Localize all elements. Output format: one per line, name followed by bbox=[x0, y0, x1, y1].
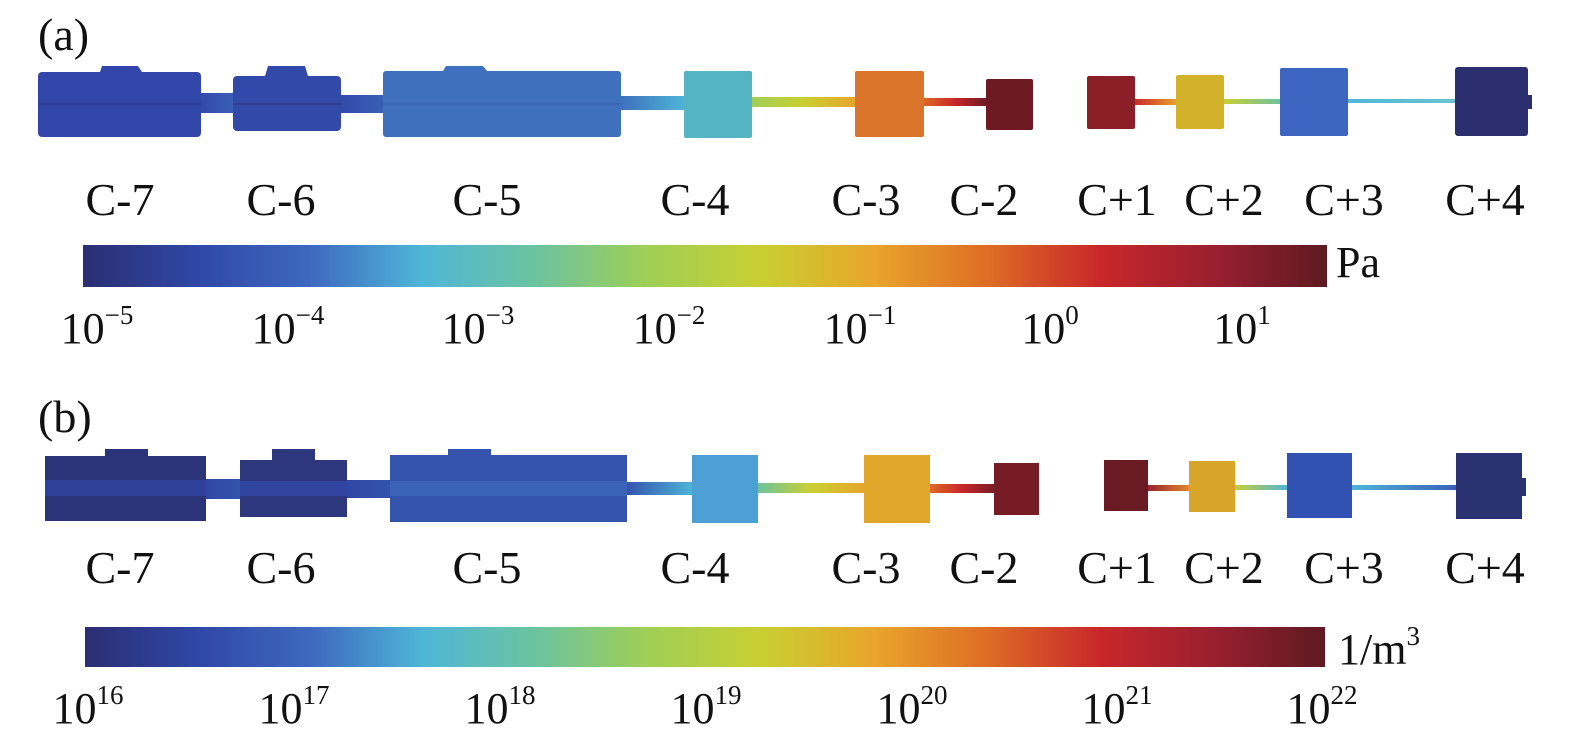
panel-b-chamber-labels: C-7 C-6 C-5 C-4 C-3 C-2 C+1 C+2 C+3 C+4 bbox=[86, 542, 1525, 593]
a-chamber-c-4 bbox=[684, 71, 752, 138]
a-chamber-c-6 bbox=[233, 66, 341, 131]
b-chamber-c-6 bbox=[240, 449, 347, 517]
a-tick-5: 10−1 bbox=[824, 300, 897, 353]
a-label-c+4: C+4 bbox=[1445, 174, 1525, 225]
b-chamber-c-5 bbox=[390, 449, 627, 522]
a-tube-c6-c5 bbox=[340, 95, 384, 113]
panel-b-label: (b) bbox=[38, 391, 92, 442]
panel-a-label: (a) bbox=[38, 9, 89, 60]
a-tube-c3-c2 bbox=[922, 98, 987, 106]
b-label-c-3: C-3 bbox=[832, 542, 901, 593]
b-label-c-6: C-6 bbox=[247, 542, 316, 593]
a-label-c+1: C+1 bbox=[1077, 174, 1157, 225]
b-tube-c2-c3 bbox=[1233, 485, 1288, 490]
b-tube-c3-c4 bbox=[1351, 485, 1457, 490]
a-tube-c2-c3 bbox=[1223, 99, 1281, 104]
a-colorbar bbox=[83, 245, 1327, 287]
panel-b: (b) bbox=[38, 391, 1526, 733]
a-chamber-c+4 bbox=[1455, 67, 1532, 136]
a-tube-c3-c4 bbox=[1347, 99, 1457, 103]
b-tube-c6-c5 bbox=[346, 480, 391, 498]
a-label-c-6: C-6 bbox=[247, 174, 316, 225]
a-label-c-3: C-3 bbox=[832, 174, 901, 225]
a-label-c-2: C-2 bbox=[950, 174, 1019, 225]
b-label-c-5: C-5 bbox=[453, 542, 522, 593]
b-label-c+3: C+3 bbox=[1304, 542, 1384, 593]
b-chamber-c+4 bbox=[1456, 453, 1526, 519]
b-chamber-c-4 bbox=[692, 455, 758, 523]
a-tick-2: 10−4 bbox=[252, 300, 325, 353]
b-colorbar-unit: 1/m3 bbox=[1338, 621, 1420, 674]
a-chamber-c+1 bbox=[1087, 76, 1135, 129]
a-colorbar-unit: Pa bbox=[1336, 238, 1380, 287]
a-tick-3: 10−3 bbox=[442, 300, 515, 353]
a-chamber-c-3 bbox=[855, 71, 924, 137]
b-chamber-c-7 bbox=[45, 449, 206, 521]
b-tube-c3-c2 bbox=[929, 484, 995, 493]
b-tick-2: 1017 bbox=[259, 680, 330, 733]
b-tick-7: 1022 bbox=[1287, 680, 1358, 733]
a-label-c-7: C-7 bbox=[86, 174, 155, 225]
a-tube-c1-c2 bbox=[1134, 99, 1178, 105]
panel-a: (a) bbox=[38, 9, 1532, 353]
b-tube-c4-c3 bbox=[757, 483, 865, 493]
a-chamber-c+2 bbox=[1176, 75, 1224, 129]
b-label-c+1: C+1 bbox=[1077, 542, 1157, 593]
a-label-c+3: C+3 bbox=[1304, 174, 1384, 225]
b-tube-c5-c4 bbox=[626, 482, 694, 495]
b-tick-6: 1021 bbox=[1082, 680, 1153, 733]
panel-a-chamber-labels: C-7 C-6 C-5 C-4 C-3 C-2 C+1 C+2 C+3 C+4 bbox=[86, 174, 1525, 225]
a-label-c+2: C+2 bbox=[1184, 174, 1264, 225]
a-colorbar-ticks: 10−5 10−4 10−3 10−2 10−1 100 101 bbox=[61, 300, 1271, 353]
panel-a-geometry bbox=[38, 66, 1532, 138]
a-tick-7: 101 bbox=[1213, 300, 1271, 353]
a-tick-6: 100 bbox=[1021, 300, 1079, 353]
b-label-c-7: C-7 bbox=[86, 542, 155, 593]
b-chamber-c+1 bbox=[1104, 460, 1148, 511]
a-tube-c5-c4 bbox=[620, 96, 686, 110]
a-tube-c7-c6 bbox=[200, 93, 235, 113]
b-colorbar bbox=[85, 627, 1325, 667]
b-label-c+4: C+4 bbox=[1445, 542, 1525, 593]
b-tube-c7-c6 bbox=[205, 479, 240, 499]
a-chamber-c+3 bbox=[1280, 68, 1348, 136]
a-chamber-c-5 bbox=[383, 66, 621, 137]
b-label-c-4: C-4 bbox=[661, 542, 730, 593]
a-tube-c4-c3 bbox=[750, 97, 857, 107]
b-colorbar-ticks: 1016 1017 1018 1019 1020 1021 1022 bbox=[53, 680, 1358, 733]
b-tick-5: 1020 bbox=[877, 680, 948, 733]
a-chamber-c-2 bbox=[986, 79, 1033, 130]
a-chamber-c-7 bbox=[38, 66, 201, 137]
a-tick-1: 10−5 bbox=[61, 300, 134, 353]
b-label-c+2: C+2 bbox=[1184, 542, 1264, 593]
b-tick-4: 1019 bbox=[671, 680, 742, 733]
a-tick-4: 10−2 bbox=[633, 300, 706, 353]
panel-b-geometry bbox=[45, 449, 1526, 523]
b-tick-1: 1016 bbox=[53, 680, 124, 733]
a-label-c-5: C-5 bbox=[453, 174, 522, 225]
b-tick-3: 1018 bbox=[465, 680, 536, 733]
b-label-c-2: C-2 bbox=[950, 542, 1019, 593]
b-chamber-c+2 bbox=[1189, 461, 1235, 512]
b-chamber-c-3 bbox=[864, 455, 930, 523]
b-chamber-c+3 bbox=[1287, 453, 1352, 518]
a-label-c-4: C-4 bbox=[661, 174, 730, 225]
b-tube-c1-c2 bbox=[1147, 485, 1190, 491]
b-chamber-c-2 bbox=[994, 463, 1039, 515]
